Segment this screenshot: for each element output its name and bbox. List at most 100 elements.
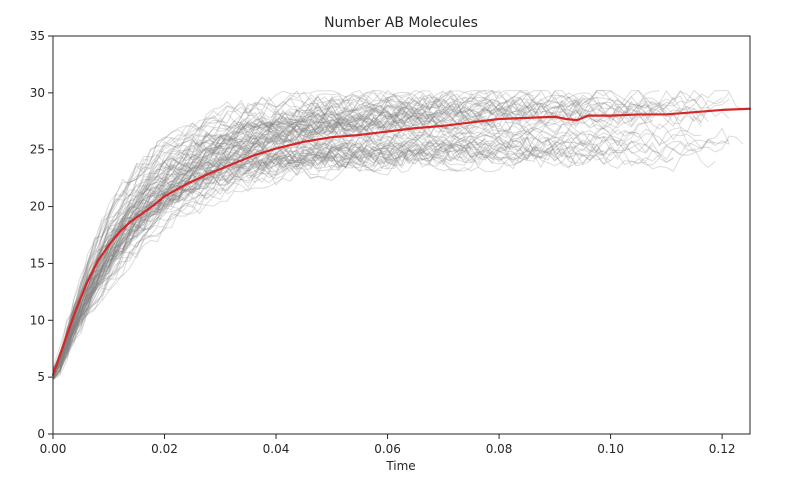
y-tick-label: 0 <box>37 427 45 441</box>
simulation-trajectory <box>52 89 577 380</box>
simulation-trajectory <box>52 149 465 372</box>
x-tick-label: 0.12 <box>709 442 736 456</box>
simulation-trajectory <box>52 134 653 369</box>
simulation-trajectory <box>52 136 486 378</box>
y-tick-label: 30 <box>30 86 45 100</box>
simulation-trajectory <box>52 135 576 375</box>
simulation-trajectory <box>52 100 730 380</box>
simulation-trajectory <box>52 103 702 374</box>
simulation-trajectory <box>52 89 493 371</box>
simulation-trajectory <box>52 89 660 377</box>
y-tick-label: 35 <box>30 29 45 43</box>
simulation-trajectory <box>52 108 709 379</box>
simulation-trajectory <box>52 116 381 380</box>
simulation-trajectory <box>52 101 667 379</box>
x-tick-label: 0.04 <box>263 442 290 456</box>
simulation-trajectory <box>52 158 458 380</box>
simulation-trajectory <box>52 90 444 369</box>
simulation-trajectory <box>52 110 479 380</box>
mean-series-layer <box>51 107 752 376</box>
simulation-trajectory <box>52 92 653 369</box>
simulation-trajectory <box>52 98 730 374</box>
simulation-trajectory <box>52 112 653 380</box>
simulation-trajectory <box>52 129 730 374</box>
simulation-trajectory <box>52 116 472 379</box>
simulation-trajectory <box>52 118 604 380</box>
y-tick-label: 5 <box>37 370 45 384</box>
x-axis-ticks: 0.00 0.02 0.04 0.06 0.08 0.10 0.12 <box>40 434 736 456</box>
simulation-trajectory <box>52 104 619 380</box>
simulation-trajectory <box>52 111 423 380</box>
simulation-trajectory <box>52 91 744 377</box>
simulation-trajectory <box>52 133 744 376</box>
simulation-trajectory <box>52 119 353 375</box>
simulation-trajectory <box>52 146 430 375</box>
simulation-trajectory <box>52 141 611 380</box>
simulation-trajectory <box>52 143 549 380</box>
simulation-trajectory <box>52 100 354 378</box>
simulation-trajectory <box>52 123 402 370</box>
simulation-trajectory <box>52 117 563 372</box>
simulation-trajectory <box>52 150 347 377</box>
simulation-trajectory <box>52 147 674 380</box>
chart-title: Number AB Molecules <box>324 15 478 31</box>
simulation-trajectory <box>52 113 360 377</box>
y-tick-label: 25 <box>30 143 45 157</box>
simulation-trajectory <box>52 98 458 379</box>
simulation-trajectory <box>52 139 500 380</box>
simulation-trajectory <box>52 95 688 376</box>
simulation-trajectory <box>52 118 360 380</box>
x-tick-label: 0.00 <box>40 442 67 456</box>
simulation-trajectory <box>52 103 500 371</box>
simulation-trajectory <box>52 150 416 380</box>
simulation-trajectory <box>52 96 632 372</box>
simulation-trajectory <box>52 146 409 372</box>
simulation-trajectory <box>52 89 730 380</box>
simulation-trajectory <box>52 145 674 376</box>
simulation-trajectory <box>52 112 702 380</box>
mean-series-line <box>51 107 752 376</box>
simulation-trajectory <box>52 97 584 374</box>
simulation-trajectory <box>52 97 611 375</box>
simulation-trajectory <box>52 94 723 380</box>
simulation-trajectory <box>52 105 493 373</box>
simulation-trajectory <box>52 147 716 373</box>
x-tick-label: 0.02 <box>151 442 178 456</box>
simulation-trajectory <box>52 120 465 380</box>
simulation-trajectory <box>52 98 535 380</box>
simulation-trajectory <box>52 108 493 380</box>
simulation-trajectory <box>52 122 702 373</box>
simulation-trajectory <box>52 98 395 380</box>
y-tick-label: 10 <box>30 313 45 327</box>
simulation-trajectory <box>52 127 730 380</box>
simulation-trajectory <box>52 102 653 380</box>
simulation-trajectory <box>52 135 604 380</box>
x-tick-label: 0.06 <box>374 442 401 456</box>
simulation-trajectory <box>52 138 730 380</box>
simulation-trajectory <box>52 110 458 373</box>
simulation-trajectory <box>52 160 354 380</box>
simulation-trajectory <box>52 143 604 378</box>
simulation-trajectory <box>52 89 339 379</box>
simulation-trajectories <box>52 89 744 380</box>
simulation-trajectory <box>52 107 374 377</box>
simulation-trajectory <box>52 111 528 379</box>
simulation-trajectory <box>52 89 702 372</box>
simulation-trajectory <box>52 141 695 380</box>
simulation-trajectory <box>52 104 695 380</box>
y-tick-label: 20 <box>30 200 45 214</box>
simulation-trajectory <box>52 117 430 369</box>
simulation-trajectory <box>52 104 423 372</box>
simulation-trajectory <box>52 141 507 379</box>
simulation-trajectory <box>52 98 521 374</box>
simulation-trajectory <box>52 137 416 380</box>
x-tick-label: 0.10 <box>597 442 624 456</box>
simulation-trajectory <box>52 138 625 374</box>
simulation-trajectory <box>52 139 584 380</box>
simulation-trajectory <box>52 143 618 378</box>
simulation-trajectory <box>52 107 402 374</box>
simulation-trajectory <box>52 117 563 380</box>
simulation-trajectory <box>52 121 646 375</box>
simulation-trajectory <box>52 89 535 380</box>
